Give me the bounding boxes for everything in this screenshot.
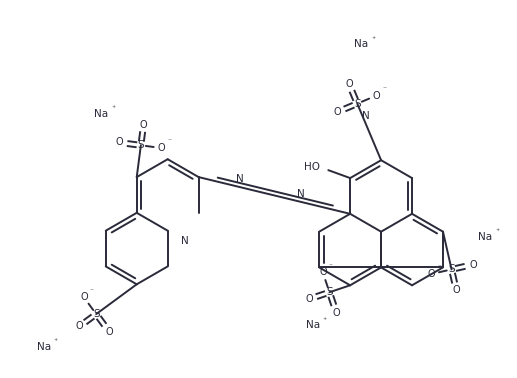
Text: Na: Na [37,342,51,352]
Text: O: O [373,91,381,101]
Text: ⁺: ⁺ [323,316,327,325]
Text: ⁺: ⁺ [371,35,375,43]
Text: O: O [319,268,327,277]
Text: O: O [306,294,313,304]
Text: S: S [326,287,333,297]
Text: ⁺: ⁺ [495,227,499,236]
Text: O: O [333,107,341,117]
Text: Na: Na [354,39,368,49]
Text: O: O [452,285,460,295]
Text: HO: HO [305,162,321,172]
Text: S: S [448,264,455,274]
Text: Na: Na [478,232,492,242]
Text: O: O [332,308,340,318]
Text: ⁻: ⁻ [383,84,386,93]
Text: O: O [469,260,477,270]
Text: ⁻: ⁻ [168,136,172,146]
Text: N: N [181,236,189,246]
Text: Na: Na [94,108,108,119]
Text: ⁻: ⁻ [90,286,94,295]
Text: ⁺: ⁺ [53,338,57,346]
Text: S: S [138,140,144,150]
Text: O: O [140,120,147,130]
Text: Na: Na [306,320,320,330]
Text: S: S [93,309,99,319]
Text: ⁻: ⁻ [437,263,441,271]
Text: O: O [80,292,88,302]
Text: O: O [115,138,123,147]
Text: O: O [428,269,435,279]
Text: O: O [345,79,353,90]
Text: N: N [362,111,370,121]
Text: O: O [105,327,113,337]
Text: ⁺: ⁺ [111,104,115,113]
Text: N: N [297,189,305,199]
Text: O: O [75,321,83,332]
Text: O: O [158,143,165,153]
Text: S: S [354,99,360,108]
Text: N: N [236,174,244,184]
Text: ⁻: ⁻ [329,261,333,270]
